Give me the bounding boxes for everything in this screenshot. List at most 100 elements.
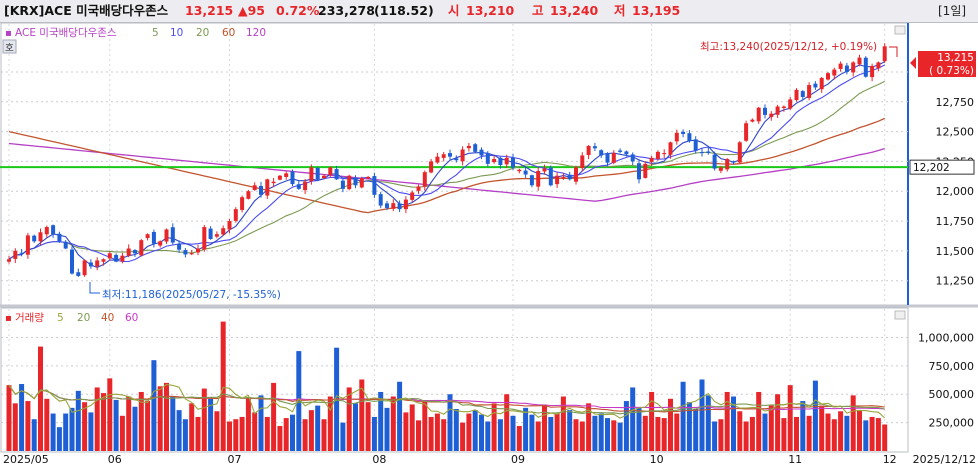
candle-body[interactable] <box>296 184 301 189</box>
candle-body[interactable] <box>561 176 566 179</box>
volume-bar[interactable] <box>94 387 100 451</box>
candle-body[interactable] <box>353 177 358 186</box>
panel-minimize-button[interactable] <box>894 25 906 35</box>
volume-bar[interactable] <box>138 391 144 451</box>
period-selector[interactable]: [1일] <box>938 4 967 18</box>
candle-body[interactable] <box>133 250 137 254</box>
volume-bar[interactable] <box>787 385 793 451</box>
volume-bar[interactable] <box>327 396 333 451</box>
candle-body[interactable] <box>523 170 528 175</box>
candle-body[interactable] <box>674 132 679 142</box>
volume-bar[interactable] <box>472 410 478 451</box>
volume-bar[interactable] <box>705 395 711 451</box>
volume-bar[interactable] <box>44 398 50 451</box>
candle-body[interactable] <box>586 145 591 156</box>
candle-body[interactable] <box>706 151 711 154</box>
volume-bar[interactable] <box>674 413 680 451</box>
volume-bar[interactable] <box>554 413 560 451</box>
candle-body[interactable] <box>517 169 522 172</box>
candle-body[interactable] <box>725 159 730 170</box>
volume-bar[interactable] <box>611 420 617 451</box>
volume-bar[interactable] <box>403 412 409 451</box>
volume-bar[interactable] <box>762 413 768 451</box>
volume-bar[interactable] <box>491 403 497 451</box>
candle-body[interactable] <box>126 248 131 256</box>
candle-body[interactable] <box>700 151 704 154</box>
volume-bar[interactable] <box>731 396 736 451</box>
candle-body[interactable] <box>800 91 805 97</box>
volume-bar[interactable] <box>743 421 749 451</box>
candle-body[interactable] <box>151 231 156 244</box>
volume-bar[interactable] <box>838 411 844 451</box>
candle-body[interactable] <box>504 157 509 165</box>
candle-body[interactable] <box>19 252 24 254</box>
volume-bar[interactable] <box>201 388 207 451</box>
volume-bar[interactable] <box>598 413 604 451</box>
candle-body[interactable] <box>599 150 604 156</box>
candle-body[interactable] <box>536 170 541 187</box>
candle-body[interactable] <box>340 180 345 189</box>
candle-body[interactable] <box>681 131 686 134</box>
volume-bar[interactable] <box>592 415 598 451</box>
candle-body[interactable] <box>385 203 389 208</box>
candle-body[interactable] <box>290 171 295 185</box>
side-toggle-button[interactable] <box>2 39 17 54</box>
volume-bar[interactable] <box>516 426 522 451</box>
candle-body[interactable] <box>347 175 352 190</box>
volume-bar[interactable] <box>781 418 787 451</box>
volume-bar[interactable] <box>636 407 642 451</box>
candle-body[interactable] <box>114 254 119 262</box>
legend-ma20[interactable]: 20 <box>196 27 209 39</box>
candle-body[interactable] <box>378 194 383 206</box>
candle-body[interactable] <box>57 233 62 242</box>
volume-bar[interactable] <box>579 421 585 451</box>
candle-body[interactable] <box>630 154 635 162</box>
candle-body[interactable] <box>473 144 478 152</box>
volume-bar[interactable] <box>308 410 314 451</box>
volume-bar[interactable] <box>466 413 472 451</box>
candle-body[interactable] <box>832 69 837 76</box>
volume-bar[interactable] <box>283 418 289 451</box>
volume-bar[interactable] <box>346 387 352 451</box>
volume-bar[interactable] <box>863 420 869 451</box>
volume-bar[interactable] <box>737 411 743 451</box>
candle-body[interactable] <box>511 157 515 168</box>
volume-bar[interactable] <box>189 403 195 451</box>
candle-body[interactable] <box>750 119 755 122</box>
candle-body[interactable] <box>857 57 862 65</box>
candle-body[interactable] <box>366 176 371 179</box>
volume-bar[interactable] <box>479 414 484 451</box>
volume-bar[interactable] <box>145 401 151 451</box>
candle-body[interactable] <box>876 62 881 69</box>
candle-body[interactable] <box>718 167 723 171</box>
candle-body[interactable] <box>574 167 578 182</box>
candle-body[interactable] <box>82 260 87 276</box>
volume-bar[interactable] <box>371 416 377 451</box>
volume-bar[interactable] <box>529 414 535 451</box>
candle-body[interactable] <box>592 146 597 149</box>
volume-bar[interactable] <box>497 419 503 451</box>
candle-body[interactable] <box>183 250 188 255</box>
candle-body[interactable] <box>851 62 856 73</box>
candle-body[interactable] <box>196 248 200 253</box>
candle-body[interactable] <box>542 168 547 172</box>
candle-body[interactable] <box>120 255 125 262</box>
volume-bar[interactable] <box>460 422 466 451</box>
candle-body[interactable] <box>32 235 37 242</box>
candle-body[interactable] <box>781 106 786 108</box>
volume-bar[interactable] <box>315 405 321 451</box>
candle-body[interactable] <box>605 153 610 163</box>
volume-bar[interactable] <box>535 421 541 451</box>
volume-bar[interactable] <box>869 416 875 451</box>
candle-body[interactable] <box>611 153 616 163</box>
candle-body[interactable] <box>328 167 333 176</box>
legend-ma60[interactable]: 60 <box>222 27 235 39</box>
candle-body[interactable] <box>403 199 408 210</box>
candle-body[interactable] <box>271 181 276 184</box>
volume-bar[interactable] <box>510 415 516 451</box>
volume-bar[interactable] <box>390 396 396 451</box>
volume-bar[interactable] <box>724 391 730 451</box>
volume-bar[interactable] <box>397 381 403 451</box>
volume-bar[interactable] <box>485 421 491 451</box>
candle-body[interactable] <box>277 175 282 180</box>
